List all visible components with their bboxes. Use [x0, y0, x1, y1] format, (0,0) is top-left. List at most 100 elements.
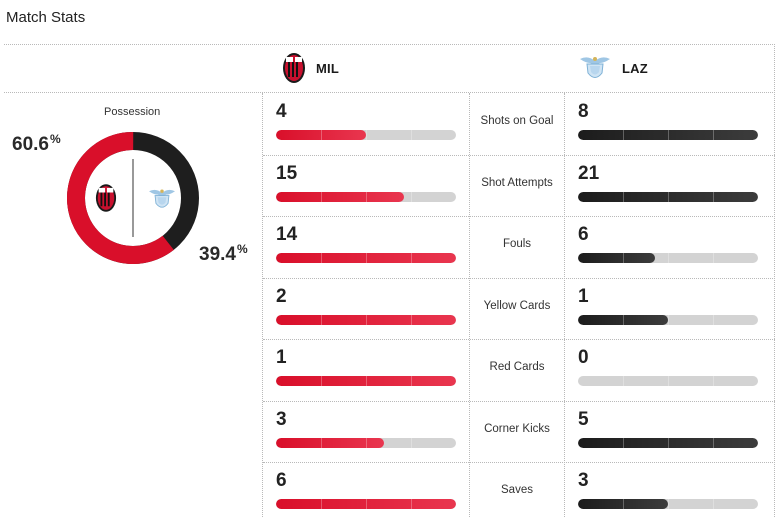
stat-value-home: 3	[276, 408, 287, 430]
stat-bar-away-fill	[578, 191, 758, 202]
stat-label: Shots on Goal	[480, 115, 554, 127]
bar-segment-tick	[668, 314, 669, 325]
bar-segment-tick	[623, 253, 624, 263]
bar-segment-tick	[321, 437, 322, 448]
possession-label: Possession	[104, 106, 161, 118]
bar-segment-tick	[713, 253, 714, 263]
bar-segment-tick	[713, 376, 714, 386]
bar-segment-tick	[623, 376, 624, 386]
row-divider	[263, 277, 775, 279]
bar-segment-tick	[366, 253, 367, 263]
bar-segment-tick	[623, 437, 624, 448]
bar-segment-tick	[366, 437, 367, 448]
row-divider	[263, 462, 775, 463]
stat-bar-away	[578, 191, 758, 202]
stat-bar-home	[276, 130, 456, 140]
bar-segment-tick	[623, 314, 624, 325]
stat-bar-home	[276, 437, 456, 448]
stat-bar-home	[276, 191, 456, 202]
column-divider-left	[262, 93, 263, 517]
stat-bar-away	[578, 253, 758, 263]
stat-bar-home-fill	[276, 376, 456, 386]
bar-segment-tick	[321, 376, 322, 386]
bar-segment-tick	[668, 253, 669, 263]
stat-value-home: 15	[276, 162, 298, 184]
bar-segment-tick	[713, 499, 714, 509]
bar-segment-tick	[321, 499, 322, 509]
stat-row: 15 Shot Attempts 21	[263, 154, 775, 216]
possession-home-value: 60.6%	[12, 132, 61, 155]
stat-bar-away-fill	[578, 130, 758, 140]
column-divider-mid-left	[469, 93, 470, 517]
stat-bar-home-fill	[276, 437, 384, 448]
stat-bar-away-fill	[578, 499, 668, 509]
row-divider	[263, 154, 775, 156]
stat-bar-home	[276, 499, 456, 509]
possession-away-value: 39.4%	[199, 242, 248, 265]
stat-bar-away	[578, 314, 758, 325]
team-header-home: MIL	[282, 52, 339, 84]
bar-segment-tick	[366, 499, 367, 509]
stat-row: 3 Corner Kicks 5	[263, 400, 775, 462]
stat-value-away: 8	[578, 101, 589, 122]
stat-bar-away-fill	[578, 437, 758, 448]
bar-segment-tick	[713, 437, 714, 448]
stat-label: Yellow Cards	[483, 299, 551, 312]
stat-bar-home-fill	[276, 253, 456, 263]
stat-value-away: 1	[578, 285, 589, 307]
row-divider	[263, 400, 775, 402]
ac-milan-crest-icon	[95, 184, 117, 212]
stat-bar-home	[276, 253, 456, 263]
bar-segment-tick	[623, 191, 624, 202]
stat-bar-home-fill	[276, 499, 456, 509]
stat-bar-away	[578, 499, 758, 509]
team-header-away: LAZ	[578, 52, 648, 84]
stat-bar-away-fill	[578, 253, 656, 263]
team-abbr-home: MIL	[316, 60, 339, 76]
stat-bar-away	[578, 437, 758, 448]
bar-segment-tick	[411, 437, 412, 448]
bar-segment-tick	[366, 314, 367, 325]
possession-donut	[67, 132, 199, 264]
stat-value-away: 21	[578, 162, 600, 184]
bar-segment-tick	[321, 191, 322, 202]
bar-segment-tick	[411, 376, 412, 386]
stat-value-home: 1	[276, 347, 287, 368]
bar-segment-tick	[411, 191, 412, 202]
stat-bar-home-fill	[276, 130, 366, 140]
stat-bar-away-fill	[578, 314, 668, 325]
bar-segment-tick	[321, 130, 322, 140]
bar-segment-tick	[668, 437, 669, 448]
bar-segment-tick	[668, 499, 669, 509]
bar-segment-tick	[668, 376, 669, 386]
bar-segment-tick	[411, 253, 412, 263]
stat-label: Red Cards	[489, 361, 545, 373]
column-divider-right	[774, 44, 775, 517]
bar-segment-tick	[623, 499, 624, 509]
team-abbr-away: LAZ	[622, 60, 648, 76]
stat-value-home: 2	[276, 285, 287, 307]
bar-segment-tick	[713, 191, 714, 202]
stat-value-home: 6	[276, 470, 287, 491]
stat-row: 2 Yellow Cards 1	[263, 277, 775, 339]
stat-row: 4 Shots on Goal 8	[263, 93, 775, 154]
stat-bar-away	[578, 376, 758, 386]
lazio-eagle-crest-icon	[580, 57, 610, 78]
bar-segment-tick	[713, 130, 714, 140]
stat-label: Fouls	[502, 238, 532, 250]
bar-segment-tick	[623, 130, 624, 140]
bar-segment-tick	[321, 314, 322, 325]
stat-bar-home	[276, 314, 456, 325]
stat-value-away: 3	[578, 470, 589, 491]
possession-ring-home	[67, 132, 199, 264]
bar-segment-tick	[411, 130, 412, 140]
bar-segment-tick	[366, 191, 367, 202]
bar-segment-tick	[411, 499, 412, 509]
stat-value-home: 14	[276, 224, 298, 245]
stat-row: 14 Fouls 6	[263, 216, 775, 277]
column-divider-mid-right	[564, 93, 565, 517]
stat-bar-home	[276, 376, 456, 386]
bar-segment-tick	[411, 314, 412, 325]
header-divider-bottom	[4, 92, 775, 93]
bar-segment-tick	[321, 253, 322, 263]
